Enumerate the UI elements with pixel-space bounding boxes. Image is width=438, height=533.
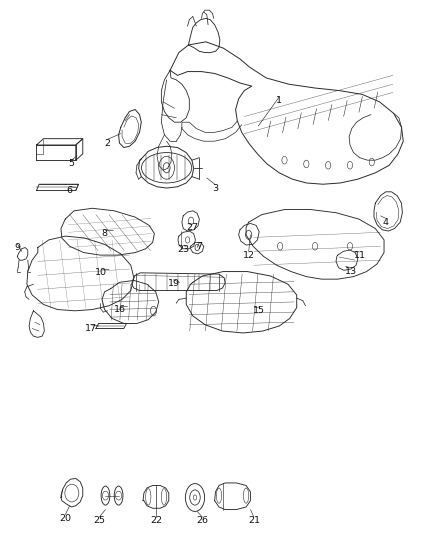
Text: 19: 19 [168,279,180,288]
Text: 17: 17 [85,324,97,333]
Text: 23: 23 [177,245,189,254]
Text: 22: 22 [150,516,162,526]
Text: 13: 13 [345,267,357,276]
Text: 2: 2 [105,139,111,148]
Text: 11: 11 [353,251,366,260]
Text: 25: 25 [93,516,106,526]
Text: 3: 3 [212,184,219,193]
Text: 12: 12 [243,251,254,260]
Text: 1: 1 [276,96,282,105]
Text: 15: 15 [253,306,265,316]
Text: 7: 7 [196,242,202,251]
Text: 21: 21 [248,516,260,526]
Text: 27: 27 [186,223,198,232]
Text: 6: 6 [67,186,73,195]
Text: 10: 10 [95,268,107,277]
Text: 4: 4 [383,217,389,227]
Text: 16: 16 [114,305,126,314]
Text: 5: 5 [68,159,74,168]
Text: 20: 20 [59,514,71,523]
Text: 8: 8 [102,229,108,238]
Text: 26: 26 [196,516,208,526]
Text: 9: 9 [14,243,20,252]
